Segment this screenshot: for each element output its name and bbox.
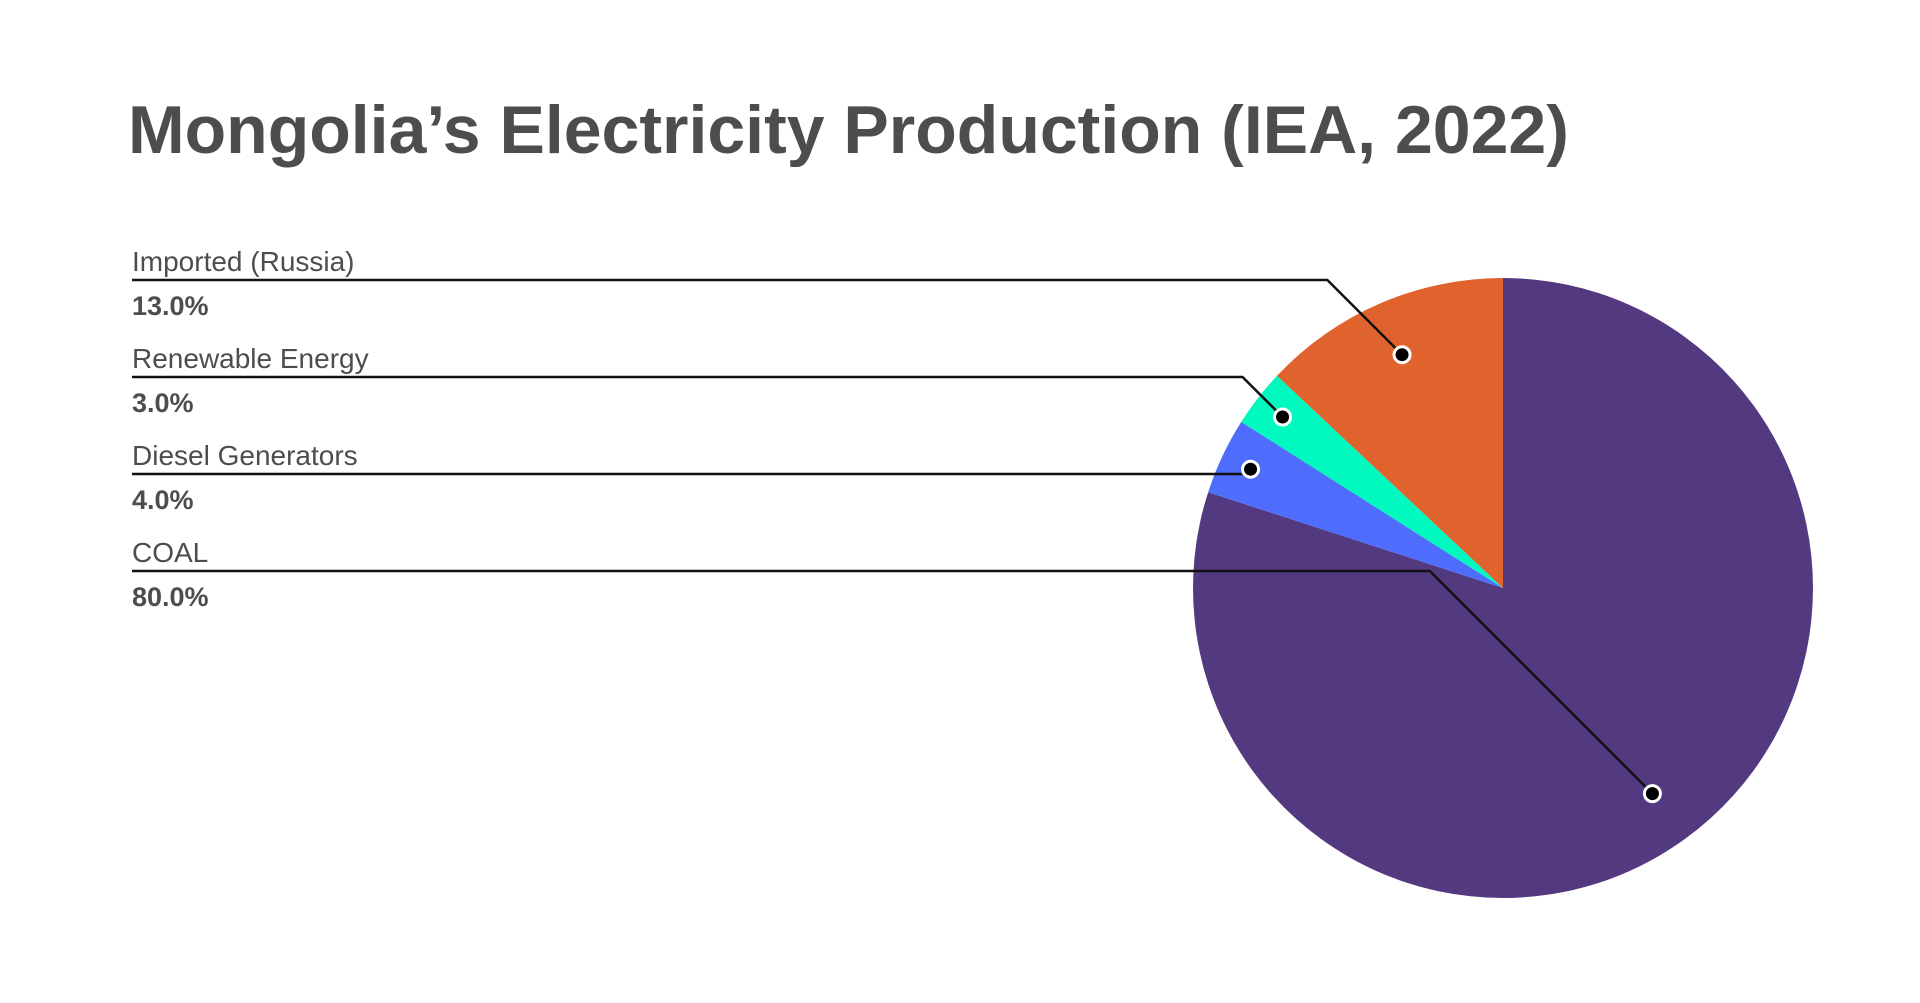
slice-label-imported-russia: Imported (Russia)	[132, 246, 355, 277]
pie-slice-renewable-energy	[1241, 375, 1503, 588]
slice-label-diesel-generators: Diesel Generators	[132, 440, 358, 471]
slice-label-renewable-energy: Renewable Energy	[132, 343, 369, 374]
pie-slice-imported-russia	[1277, 278, 1503, 588]
leader-dot-renewable-energy	[1273, 407, 1293, 427]
slice-value-renewable-energy: 3.0%	[132, 388, 194, 418]
leader-dot-coal	[1642, 784, 1662, 804]
slice-labels: Imported (Russia) 13.0% Renewable Energy 3.…	[132, 246, 369, 612]
slice-value-coal: 80.0%	[132, 582, 209, 612]
slice-value-imported-russia: 13.0%	[132, 291, 209, 321]
leader-dot-diesel-generators	[1241, 459, 1261, 479]
leader-dot-imported-russia	[1392, 345, 1412, 365]
pie-slice-diesel-generators	[1208, 421, 1503, 588]
chart-title: Mongolia’s Electricity Production (IEA, …	[128, 92, 1569, 168]
slice-label-coal: COAL	[132, 537, 208, 568]
slice-value-diesel-generators: 4.0%	[132, 485, 194, 515]
leader-line-renewable-energy	[132, 375, 1284, 418]
leader-line-imported-russia	[132, 278, 1403, 356]
leader-lines	[132, 278, 1662, 804]
pie-slices	[1193, 278, 1814, 898]
leader-line-coal	[132, 569, 1654, 795]
